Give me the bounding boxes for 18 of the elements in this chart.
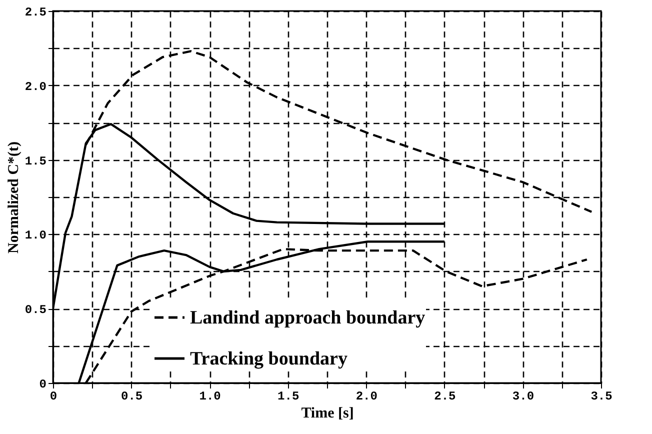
- y-tick-label: 0.5: [24, 303, 46, 318]
- x-tick-label: 0.5: [120, 390, 143, 404]
- x-axis-title: Time [s]: [301, 406, 354, 422]
- x-tick-label: 1.0: [199, 390, 221, 404]
- x-tick-label: 0: [50, 390, 58, 404]
- y-tick-label: 0: [39, 378, 46, 392]
- x-tick-label: 2.0: [356, 390, 378, 404]
- x-tick-label: 3.0: [512, 390, 534, 404]
- y-tick-label: 2.0: [24, 80, 46, 94]
- y-tick-label: 1.0: [24, 228, 46, 243]
- y-tick-label: 1.5: [24, 154, 46, 168]
- x-tick-label: 2.5: [434, 390, 456, 404]
- legend-label: Tracking boundary: [190, 348, 348, 370]
- legend-label: Landind approach boundary: [190, 308, 426, 328]
- x-tick-label: 3.5: [590, 390, 612, 404]
- y-tick-label: 2.5: [24, 6, 46, 20]
- x-tick-label: 1.5: [278, 390, 300, 404]
- y-axis-title: Normalized C*(t): [6, 141, 22, 254]
